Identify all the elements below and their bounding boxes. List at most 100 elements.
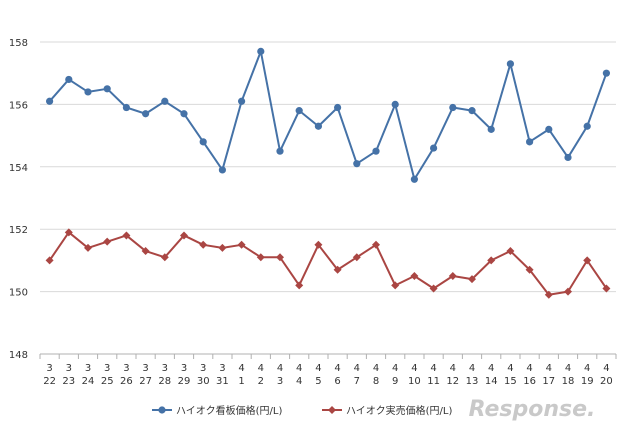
x-tick-label-month: 3 (181, 363, 187, 374)
x-tick-label-month: 4 (354, 363, 360, 374)
x-tick-label-day: 31 (216, 376, 229, 387)
legend-marker-circle-icon (158, 406, 166, 414)
x-tick-label-day: 24 (82, 376, 95, 387)
series-2-point (352, 253, 361, 262)
x-tick-label-month: 4 (526, 363, 532, 374)
series-1-point (334, 103, 342, 112)
x-tick-label-day: 2 (258, 376, 264, 387)
series-1-point (468, 107, 476, 115)
series-1-point (218, 166, 226, 174)
series-2-point (506, 247, 515, 256)
watermark: Response. (469, 397, 596, 422)
series-1-point (449, 103, 457, 112)
series-2-point (237, 240, 246, 249)
series-1-point (46, 97, 54, 105)
x-tick-label-day: 1 (238, 376, 244, 387)
series-1-point (410, 175, 418, 183)
series-2-point (564, 287, 572, 296)
series-1-point (65, 75, 73, 84)
series-2-point (141, 247, 150, 256)
series-1-point (391, 100, 399, 108)
x-tick-label-month: 4 (565, 363, 571, 374)
series-1-point (487, 125, 495, 133)
series-1-point (161, 97, 169, 105)
series-2-point (314, 240, 323, 249)
x-tick-label-day: 16 (523, 376, 536, 387)
x-tick-label-month: 3 (162, 363, 168, 374)
series-2-point (84, 243, 92, 252)
series-1-point (583, 122, 591, 130)
series-2-point (180, 231, 188, 240)
series-1-point (295, 107, 303, 115)
x-tick-label-month: 3 (142, 363, 148, 374)
x-tick-label-day: 8 (373, 376, 379, 387)
series-2-point (372, 240, 380, 249)
series-1-point (276, 147, 284, 155)
legend-label-1: ハイオク看板価格(円/L) (176, 404, 282, 417)
series-1-point (84, 88, 92, 96)
series-2-point (295, 281, 304, 290)
axes: 1481501521541561583223233243253263273283… (9, 38, 617, 387)
x-tick-label-day: 15 (504, 376, 517, 387)
series-2-point (333, 265, 342, 274)
series-2-point (602, 284, 611, 293)
x-tick-label-month: 3 (66, 363, 72, 374)
series-2-point (487, 256, 496, 265)
gridlines (40, 41, 616, 355)
x-tick-label-day: 30 (197, 376, 210, 387)
x-tick-label-month: 4 (450, 363, 456, 374)
series-2-point (429, 284, 438, 293)
series-1-point (238, 97, 246, 105)
series-2-point (468, 275, 476, 284)
x-tick-label-month: 4 (277, 363, 283, 374)
x-tick-label-day: 29 (178, 376, 191, 387)
x-tick-label-month: 4 (315, 363, 321, 374)
series-1-point (353, 160, 361, 168)
legend: ハイオク看板価格(円/L) ハイオク実売価格(円/L) (152, 404, 452, 417)
x-tick-label-day: 25 (101, 376, 114, 387)
x-tick-label-day: 9 (392, 376, 398, 387)
watermark-text: Response. (469, 397, 596, 422)
x-tick-label-day: 27 (139, 376, 152, 387)
series-line-1 (48, 50, 608, 181)
x-tick-label-month: 4 (546, 363, 552, 374)
x-tick-label-month: 4 (507, 363, 513, 374)
y-tick-label: 154 (9, 163, 28, 174)
series-line-2 (48, 231, 608, 296)
x-tick-label-month: 4 (373, 363, 379, 374)
x-tick-label-month: 4 (296, 363, 302, 374)
series-1-point (545, 125, 553, 133)
series-1-point (199, 138, 207, 146)
series-2-point (103, 237, 112, 246)
x-tick-label-day: 28 (158, 376, 171, 387)
x-tick-label-month: 4 (411, 363, 417, 374)
series (45, 47, 611, 299)
x-tick-label-day: 3 (277, 376, 283, 387)
series-2-point (122, 231, 131, 240)
x-tick-label-month: 4 (258, 363, 264, 374)
series-2-point (64, 228, 73, 237)
legend-marker-diamond-icon (328, 406, 336, 414)
x-tick-label-day: 26 (120, 376, 133, 387)
series-1-point (430, 144, 438, 152)
series-1-point (103, 85, 111, 93)
x-tick-label-month: 3 (104, 363, 110, 374)
x-tick-label-day: 5 (315, 376, 321, 387)
series-1-point (506, 60, 514, 68)
x-tick-label-month: 4 (430, 363, 436, 374)
series-2-point (525, 265, 534, 274)
x-tick-label-month: 4 (584, 363, 590, 374)
x-tick-label-day: 19 (581, 376, 594, 387)
series-1-point (257, 47, 265, 55)
y-tick-label: 152 (9, 225, 28, 236)
x-tick-label-month: 3 (200, 363, 206, 374)
series-1-point (602, 69, 611, 77)
series-2-point (448, 272, 457, 280)
legend-label-2: ハイオク実売価格(円/L) (346, 404, 452, 417)
series-1-point (564, 153, 572, 162)
series-2-point (583, 256, 592, 265)
y-tick-label: 148 (9, 350, 28, 361)
x-tick-label-day: 11 (427, 376, 440, 387)
series-1-point (122, 103, 130, 112)
x-tick-label-month: 3 (219, 363, 225, 374)
